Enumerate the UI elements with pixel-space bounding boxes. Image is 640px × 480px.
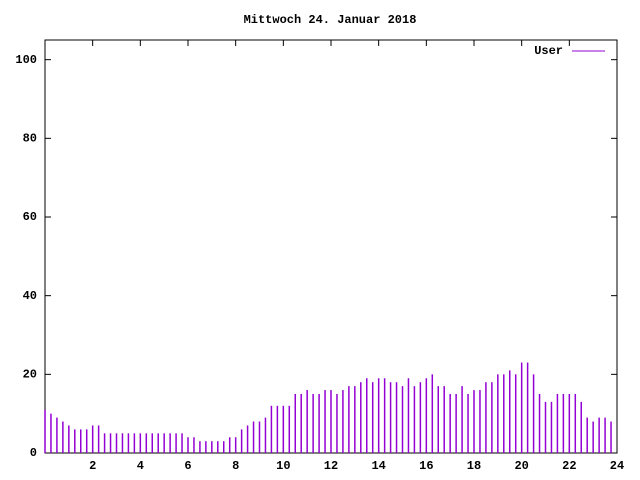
- x-tick-label: 22: [562, 459, 576, 473]
- x-tick-label: 12: [324, 459, 338, 473]
- y-tick-label: 20: [23, 368, 37, 382]
- y-tick-label: 0: [30, 446, 37, 460]
- y-tick-label: 80: [23, 132, 37, 146]
- x-tick-label: 10: [276, 459, 290, 473]
- legend-label: User: [534, 44, 563, 58]
- x-tick-label: 24: [610, 459, 624, 473]
- x-tick-label: 16: [419, 459, 433, 473]
- chart-title: Mittwoch 24. Januar 2018: [244, 13, 417, 27]
- y-tick-label: 60: [23, 210, 37, 224]
- x-tick-label: 6: [184, 459, 191, 473]
- x-tick-label: 14: [371, 459, 385, 473]
- x-tick-label: 2: [89, 459, 96, 473]
- x-tick-label: 20: [514, 459, 528, 473]
- x-tick-label: 18: [467, 459, 481, 473]
- x-tick-label: 8: [232, 459, 239, 473]
- y-tick-label: 40: [23, 289, 37, 303]
- x-tick-label: 4: [137, 459, 144, 473]
- y-tick-label: 100: [15, 53, 37, 67]
